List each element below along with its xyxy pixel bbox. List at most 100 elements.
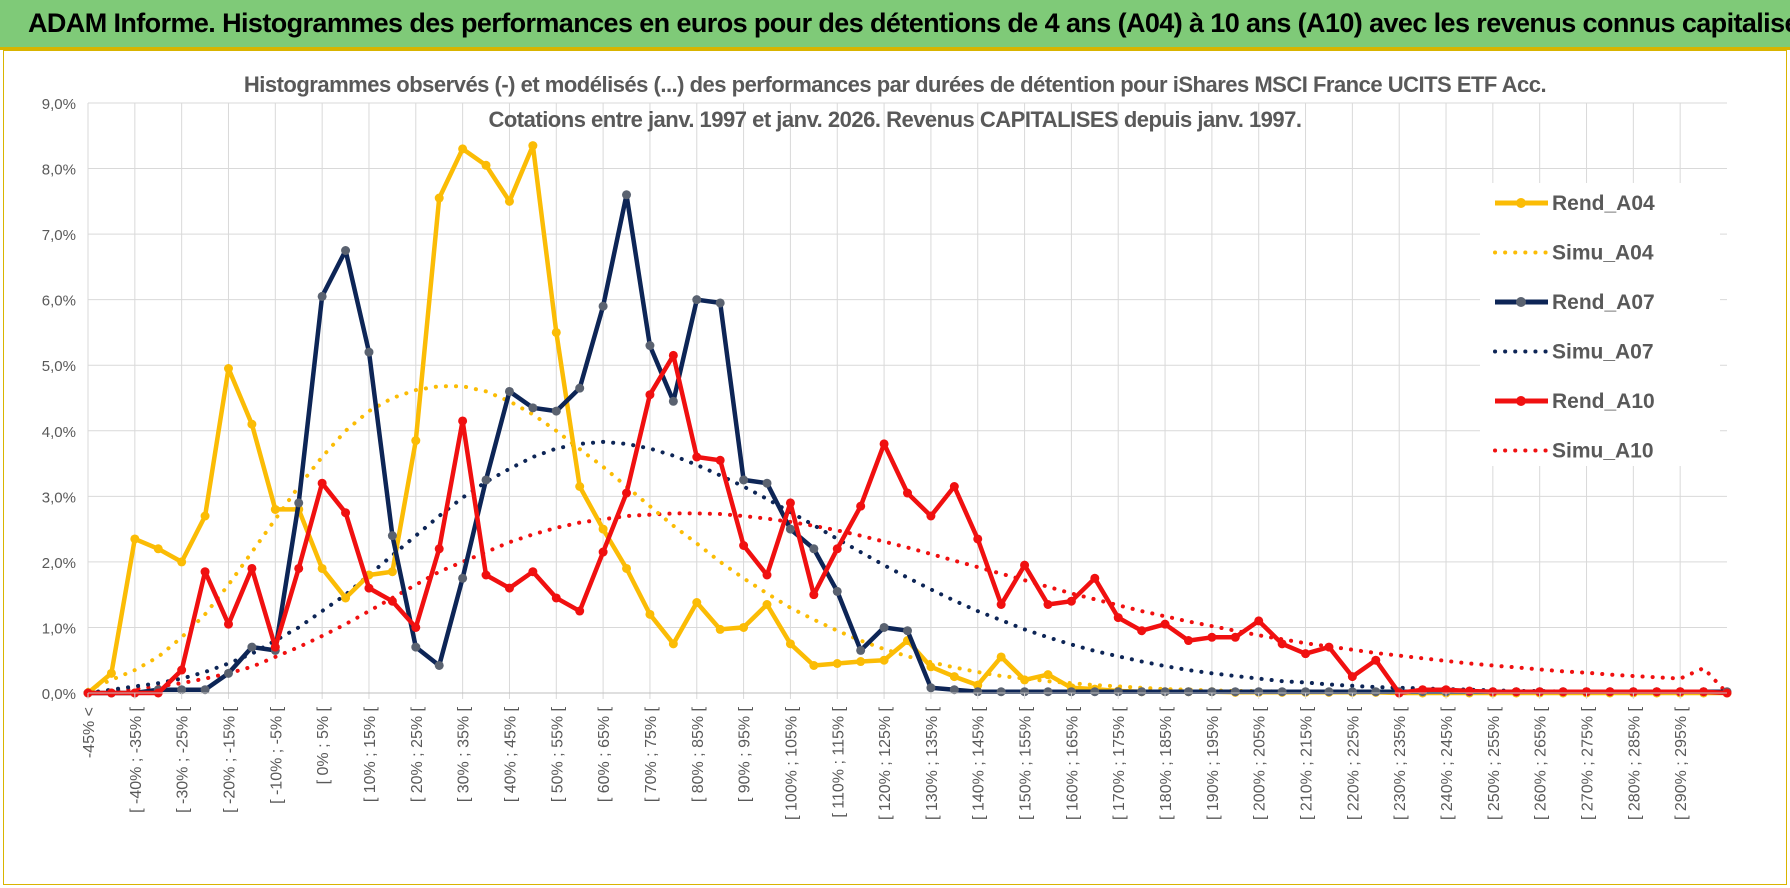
y-tick-label: 8,0% bbox=[42, 162, 76, 179]
legend-marker bbox=[1516, 297, 1526, 307]
data-point bbox=[177, 685, 187, 695]
data-point bbox=[1254, 616, 1264, 626]
x-tick-label: [ 110% ; 115% [ bbox=[830, 706, 847, 817]
x-tick-label: [ 140% ; 145% [ bbox=[971, 706, 988, 820]
legend-label: Simu_A07 bbox=[1552, 341, 1654, 364]
legend-background bbox=[1480, 183, 1720, 466]
series-line bbox=[86, 439, 1729, 695]
data-point bbox=[575, 383, 585, 393]
data-point bbox=[1371, 655, 1381, 665]
data-point bbox=[247, 419, 257, 429]
y-tick-label: 0,0% bbox=[42, 686, 76, 703]
data-point bbox=[856, 501, 866, 511]
x-tick-label: [ 210% ; 215% [ bbox=[1299, 706, 1316, 820]
x-tick-label: [ 80% ; 85% [ bbox=[690, 706, 707, 802]
data-point bbox=[949, 672, 959, 682]
legend-label: Rend_A07 bbox=[1552, 291, 1655, 314]
axis-layer: 0,0% 1,0% 2,0% 3,0% 4,0% 5,0% 6,0% 7,0% 8,0% 9,0%… bbox=[42, 96, 1727, 820]
legend-item: Rend_A07 bbox=[1495, 291, 1655, 314]
data-point bbox=[411, 436, 421, 446]
data-point bbox=[106, 668, 116, 678]
data-point bbox=[903, 488, 912, 498]
legend-label: Rend_A10 bbox=[1552, 390, 1655, 413]
data-point bbox=[1230, 632, 1240, 642]
legend-label: Rend_A04 bbox=[1552, 192, 1655, 215]
data-point bbox=[1254, 687, 1264, 697]
data-point bbox=[1230, 687, 1240, 697]
data-point bbox=[645, 609, 655, 619]
x-tick-label: [ 130% ; 135% [ bbox=[924, 706, 941, 820]
data-point bbox=[739, 475, 749, 485]
data-point bbox=[1043, 687, 1053, 697]
x-tick-label: [ 230% ; 235% [ bbox=[1392, 706, 1409, 820]
data-point bbox=[809, 544, 819, 554]
x-tick-label: [ 150% ; 155% [ bbox=[1018, 706, 1035, 820]
data-point bbox=[411, 622, 421, 632]
x-tick-label: [ -10% ; -5% [ bbox=[268, 706, 285, 803]
data-point bbox=[1324, 687, 1334, 697]
y-tick-label: 9,0% bbox=[42, 96, 76, 113]
x-tick-label: [ 10% ; 15% [ bbox=[362, 706, 379, 802]
data-point bbox=[341, 246, 351, 255]
y-tick-label: 5,0% bbox=[42, 358, 76, 375]
data-point bbox=[551, 593, 561, 603]
data-point bbox=[973, 534, 983, 544]
data-point bbox=[1652, 687, 1662, 697]
x-tick-label: [ 200% ; 205% [ bbox=[1252, 706, 1269, 820]
x-tick-label: -45% < bbox=[81, 707, 98, 758]
data-point bbox=[294, 498, 304, 508]
data-point bbox=[1090, 573, 1100, 583]
data-point bbox=[1113, 613, 1123, 623]
data-point bbox=[247, 642, 257, 652]
data-point bbox=[387, 596, 397, 606]
data-point bbox=[715, 455, 725, 465]
data-point bbox=[1066, 687, 1076, 697]
data-point bbox=[481, 475, 491, 485]
data-point bbox=[668, 396, 678, 406]
x-tick-label: [ 190% ; 195% [ bbox=[1205, 706, 1222, 820]
data-point bbox=[1113, 687, 1123, 697]
data-point bbox=[481, 570, 491, 580]
data-point bbox=[504, 196, 514, 206]
data-point bbox=[528, 403, 538, 413]
data-point bbox=[903, 626, 912, 636]
chart-title: Histogrammes observés (-) et modélisés (… bbox=[243, 72, 1547, 97]
data-point bbox=[411, 642, 421, 652]
data-point bbox=[177, 557, 187, 567]
data-point bbox=[317, 563, 327, 573]
series-simu-a10 bbox=[86, 511, 1729, 695]
data-point bbox=[996, 600, 1006, 609]
legend-item: Rend_A04 bbox=[1495, 192, 1655, 215]
x-tick-label: [ 0% ; 5% [ bbox=[315, 706, 332, 784]
data-point bbox=[1441, 685, 1451, 695]
data-point bbox=[528, 141, 538, 151]
x-tick-label: [ 70% ; 75% [ bbox=[643, 706, 660, 802]
data-point bbox=[575, 606, 585, 616]
data-point bbox=[856, 657, 866, 667]
data-point bbox=[341, 508, 351, 518]
data-point bbox=[1371, 687, 1381, 697]
legend-item: Simu_A10 bbox=[1493, 440, 1654, 463]
data-point bbox=[1137, 626, 1147, 636]
data-point bbox=[223, 668, 233, 678]
y-tick-label: 1,0% bbox=[42, 620, 76, 637]
data-point bbox=[622, 190, 632, 200]
chart-frame bbox=[3, 50, 1787, 885]
data-point bbox=[458, 573, 468, 583]
data-point bbox=[832, 586, 842, 596]
x-tick-label: [ 170% ; 175% [ bbox=[1111, 706, 1128, 820]
data-point bbox=[598, 547, 608, 557]
data-point bbox=[1183, 687, 1193, 697]
data-point bbox=[223, 364, 233, 373]
x-tick-label: [ -30% ; -25% [ bbox=[175, 706, 192, 812]
data-point bbox=[1277, 639, 1287, 649]
x-tick-label: [ 240% ; 245% [ bbox=[1439, 706, 1456, 820]
data-point bbox=[879, 439, 889, 449]
series-simu-a07 bbox=[86, 439, 1729, 695]
data-point bbox=[692, 598, 702, 608]
data-point bbox=[1207, 687, 1217, 697]
x-tick-label: [ 100% ; 105% [ bbox=[783, 706, 800, 820]
data-point bbox=[715, 298, 725, 308]
data-point bbox=[504, 386, 514, 396]
